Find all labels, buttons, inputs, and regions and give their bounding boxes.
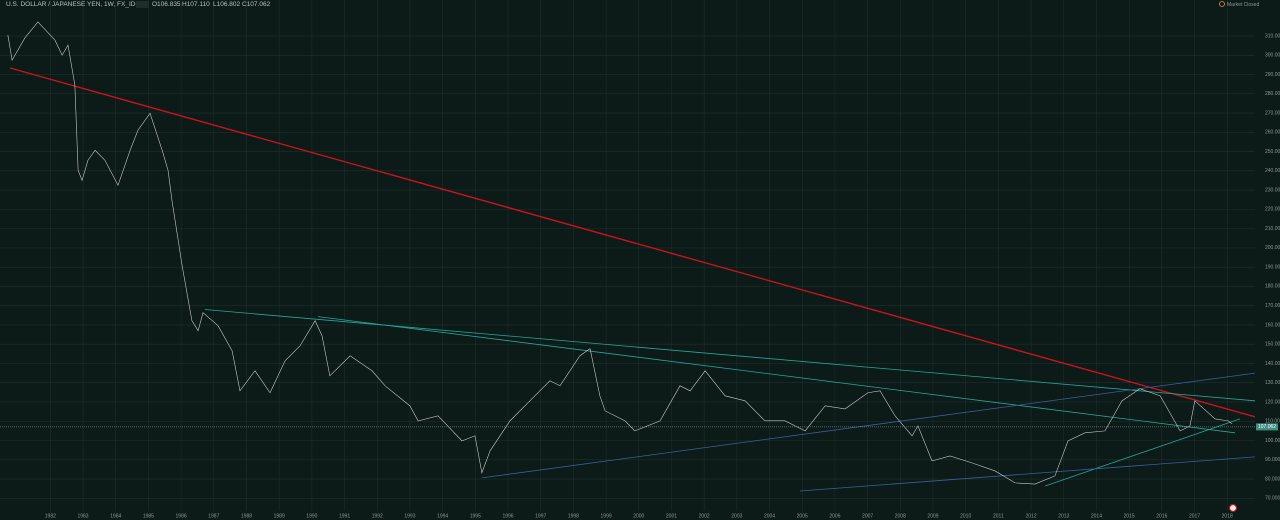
trendline	[481, 372, 1256, 479]
high: H107.110	[182, 1, 210, 8]
y-tick-label: 70.000	[1265, 496, 1280, 502]
y-tick-label: 250.000	[1265, 149, 1280, 155]
x-tick-label: 2016	[1156, 513, 1167, 519]
x-tick-label: 1983	[77, 513, 88, 519]
price-line	[7, 21, 1233, 485]
last-price-box	[1256, 423, 1278, 431]
y-tick-label: 150.000	[1265, 342, 1280, 348]
x-tick-label: 2011	[993, 513, 1004, 519]
x-tick-label: 2007	[862, 513, 873, 519]
x-tick-label: 2006	[829, 513, 840, 519]
x-tick-label: 1992	[372, 513, 383, 519]
x-tick-label: 2005	[797, 513, 808, 519]
y-tick-label: 200.000	[1265, 245, 1280, 251]
last-price-label: 107.062	[1258, 424, 1276, 430]
y-tick-label: 230.000	[1265, 187, 1280, 193]
y-tick-label: 130.000	[1265, 380, 1280, 386]
low: L106.802	[213, 1, 240, 8]
x-tick-label: 2002	[699, 513, 710, 519]
x-tick-label: 1988	[241, 513, 252, 519]
x-tick-label: 1984	[110, 513, 121, 519]
x-tick-label: 2009	[927, 513, 938, 519]
status-icon	[1219, 1, 1225, 7]
trendline	[9, 67, 1256, 418]
x-tick-label: 1982	[45, 513, 56, 519]
y-tick-label: 110.000	[1265, 419, 1280, 425]
y-tick-label: 80.000	[1265, 476, 1280, 482]
y-tick-label: 120.000	[1265, 399, 1280, 405]
x-tick-label: 2003	[731, 513, 742, 519]
y-tick-label: 240.000	[1265, 168, 1280, 174]
x-tick-label: 2017	[1189, 513, 1200, 519]
header-icons[interactable]	[136, 1, 149, 8]
open: O106.835	[152, 1, 181, 8]
y-tick-label: 220.000	[1265, 207, 1280, 213]
x-tick-label: 2012	[1026, 513, 1037, 519]
y-tick-label: 190.000	[1265, 264, 1280, 270]
x-tick-label: 2008	[895, 513, 906, 519]
y-tick-label: 100.000	[1265, 438, 1280, 444]
grid	[0, 0, 1255, 511]
y-tick-label: 300.000	[1265, 53, 1280, 59]
x-tick-label: 2010	[960, 513, 971, 519]
time-axis	[0, 511, 1255, 520]
x-tick-label: 1997	[535, 513, 546, 519]
trendline	[799, 456, 1256, 492]
x-tick-label: 1987	[208, 513, 219, 519]
x-tick-label: 1994	[437, 513, 448, 519]
x-tick-label: 1993	[404, 513, 415, 519]
x-tick-label: 1989	[274, 513, 285, 519]
x-tick-label: 1996	[502, 513, 513, 519]
x-tick-label: 2014	[1091, 513, 1102, 519]
x-tick-label: 1985	[143, 513, 154, 519]
x-tick-label: 1999	[601, 513, 612, 519]
x-tick-label: 1995	[470, 513, 481, 519]
trendline	[318, 316, 1236, 434]
market-status: Market Closed	[1227, 2, 1259, 8]
y-tick-label: 280.000	[1265, 91, 1280, 97]
x-tick-label: 2015	[1124, 513, 1135, 519]
x-tick-label: 2001	[666, 513, 677, 519]
axes: 70.000 80.000 90.000 100.000 110.000 120.000 1…	[45, 33, 1280, 519]
y-tick-label: 90.000	[1265, 457, 1280, 463]
y-tick-label: 180.000	[1265, 284, 1280, 290]
y-tick-label: 270.000	[1265, 110, 1280, 116]
y-tick-label: 310.000	[1265, 33, 1280, 39]
x-tick-label: 1991	[339, 513, 350, 519]
y-tick-label: 260.000	[1265, 130, 1280, 136]
x-tick-label: 1990	[306, 513, 317, 519]
y-tick-label: 210.000	[1265, 226, 1280, 232]
plot	[0, 21, 1256, 492]
y-tick-label: 160.000	[1265, 322, 1280, 328]
x-tick-label: 1986	[176, 513, 187, 519]
trendline	[1044, 418, 1241, 487]
x-tick-label: 2004	[764, 513, 775, 519]
y-tick-label: 140.000	[1265, 361, 1280, 367]
x-tick-label: 2000	[633, 513, 644, 519]
x-tick-label: 2018	[1222, 513, 1233, 519]
event-icon[interactable]	[1228, 503, 1238, 513]
symbol[interactable]: U.S. DOLLAR / JAPANESE YEN, 1W, FX_IDC	[6, 1, 140, 8]
x-tick-label: 2013	[1058, 513, 1069, 519]
y-tick-label: 290.000	[1265, 72, 1280, 78]
y-tick-label: 170.000	[1265, 303, 1280, 309]
price-axis	[1255, 0, 1280, 520]
x-tick-label: 1998	[568, 513, 579, 519]
close: C107.062	[242, 1, 271, 8]
